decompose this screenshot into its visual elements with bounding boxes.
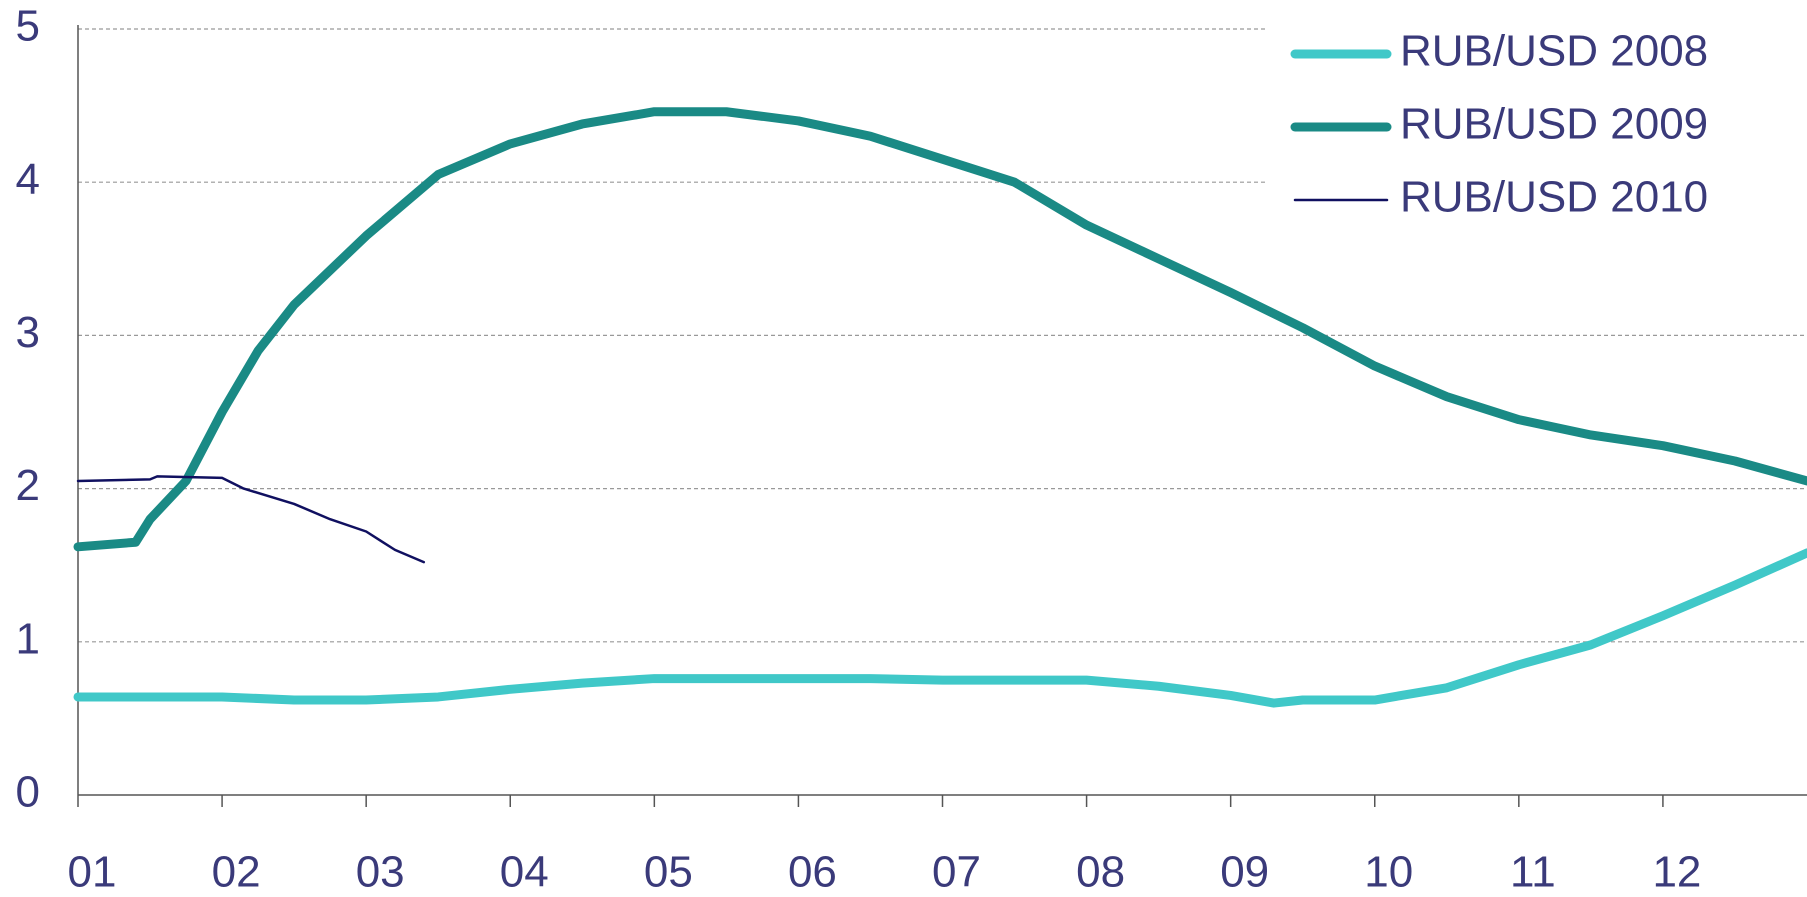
y-tick-label: 0 bbox=[16, 768, 40, 817]
x-tick-label: 05 bbox=[644, 848, 693, 897]
legend-label: RUB/USD 2008 bbox=[1400, 27, 1708, 76]
legend-label: RUB/USD 2009 bbox=[1400, 100, 1708, 149]
x-tick-label: 06 bbox=[788, 848, 837, 897]
y-tick-label: 5 bbox=[16, 2, 40, 51]
x-tick-label: 08 bbox=[1076, 848, 1125, 897]
y-tick-label: 2 bbox=[16, 461, 40, 510]
x-tick-label: 07 bbox=[932, 848, 981, 897]
series-line bbox=[73, 107, 1807, 552]
series-line bbox=[76, 475, 426, 564]
x-tick-label: 12 bbox=[1652, 848, 1701, 897]
series-line bbox=[73, 548, 1807, 708]
y-tick-label: 3 bbox=[16, 308, 40, 357]
x-tick-label: 01 bbox=[68, 848, 117, 897]
x-tick-label: 10 bbox=[1364, 848, 1413, 897]
y-tick-label: 4 bbox=[16, 155, 40, 204]
x-tick-label: 09 bbox=[1220, 848, 1269, 897]
legend-label: RUB/USD 2010 bbox=[1400, 173, 1708, 222]
x-tick-label: 02 bbox=[212, 848, 261, 897]
x-tick-label: 11 bbox=[1510, 848, 1556, 897]
x-tick-label: 03 bbox=[356, 848, 405, 897]
x-tick-label: 04 bbox=[500, 848, 549, 897]
y-tick-label: 1 bbox=[16, 614, 40, 663]
